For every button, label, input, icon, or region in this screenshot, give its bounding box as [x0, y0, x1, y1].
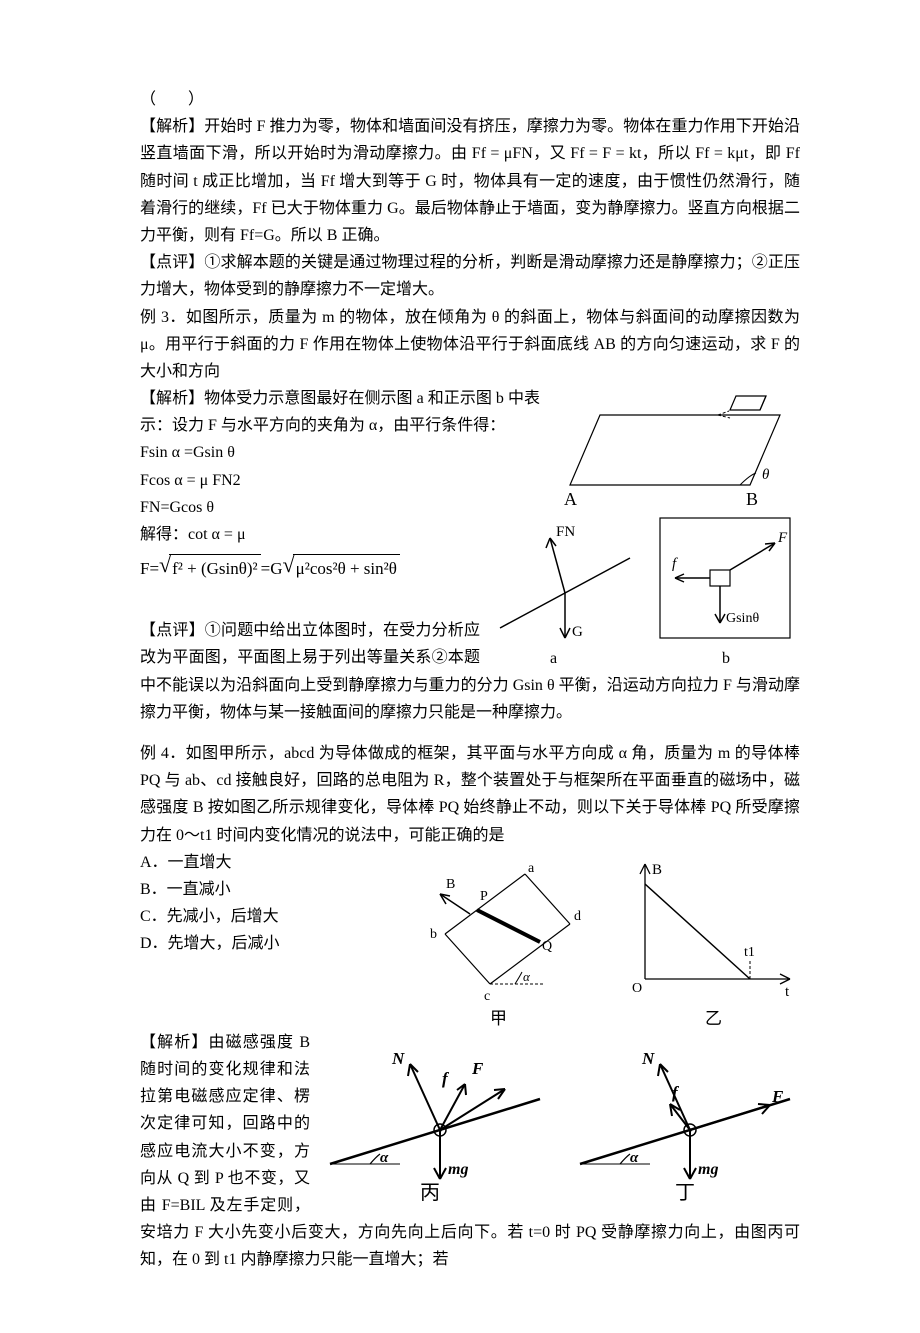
svg-text:f: f [442, 1069, 450, 1088]
svg-text:α: α [630, 1150, 639, 1166]
svg-text:f: f [672, 1083, 680, 1102]
incline-svg: θ A B [550, 385, 800, 515]
svg-text:N: N [641, 1049, 655, 1068]
svg-text:N: N [391, 1049, 405, 1068]
ex4-bing-ding: α N f F mg 丙 α [320, 1034, 800, 1204]
svg-text:A: A [564, 489, 577, 509]
svg-text:F: F [771, 1087, 784, 1106]
ex4-jia-yi: P Q a b c d B α 甲 B t O [400, 849, 800, 1029]
svg-text:f: f [672, 556, 678, 572]
svg-text:B: B [446, 877, 455, 892]
svg-text:α: α [523, 969, 531, 984]
svg-text:b: b [722, 650, 730, 667]
ex3-analysis: 【解析】物体受力示意图最好在侧示图 a 和正示图 b 中表示：设力 F 与水平方… [140, 385, 560, 439]
svg-text:丙: 丙 [420, 1182, 440, 1204]
svg-text:甲: 甲 [490, 1009, 507, 1028]
ex3-fbd-diagrams: FN G a f F Gsinθ b [490, 508, 800, 668]
svg-text:a: a [550, 650, 557, 667]
svg-text:t: t [785, 984, 790, 1000]
svg-text:α: α [380, 1150, 389, 1166]
ex3-incline-diagram: θ A B [550, 385, 800, 515]
svg-text:F: F [777, 530, 788, 546]
svg-text:Gsinθ: Gsinθ [726, 611, 759, 626]
svg-text:Q: Q [542, 939, 552, 954]
comment-text: 【点评】①求解本题的关键是通过物理过程的分析，判断是滑动摩擦力还是静摩擦力；②正… [140, 249, 800, 303]
svg-text:c: c [484, 989, 490, 1004]
ex3-formula-F: F= √f² + (Gsinθ)² =G √μ²cos²θ + sin²θ [140, 554, 480, 584]
svg-text:FN: FN [556, 524, 575, 540]
svg-text:O: O [632, 981, 642, 996]
svg-text:θ: θ [762, 467, 770, 483]
bing-ding-svg: α N f F mg 丙 α [320, 1034, 800, 1204]
fbd-svg: FN G a f F Gsinθ b [490, 508, 800, 668]
svg-text:b: b [430, 927, 437, 942]
svg-text:F: F [471, 1059, 484, 1078]
svg-text:mg: mg [448, 1161, 468, 1178]
svg-text:a: a [528, 861, 535, 876]
svg-text:G: G [572, 624, 583, 640]
svg-text:t1: t1 [744, 945, 755, 960]
ex4-head: 例 4．如图甲所示，abcd 为导体做成的框架，其平面与水平方向成 α 角，质量… [140, 740, 800, 849]
jia-yi-svg: P Q a b c d B α 甲 B t O [400, 849, 800, 1029]
svg-text:mg: mg [698, 1161, 718, 1178]
bracket-line: （ ） [140, 86, 800, 113]
ex3-head: 例 3．如图所示，质量为 m 的物体，放在倾角为 θ 的斜面上，物体与斜面间的动… [140, 304, 800, 386]
svg-text:P: P [480, 889, 488, 904]
svg-text:B: B [746, 489, 758, 509]
svg-text:B: B [652, 862, 662, 878]
svg-text:d: d [574, 909, 581, 924]
svg-text:丁: 丁 [675, 1182, 695, 1204]
analysis-text: 【解析】开始时 F 推力为零，物体和墙面间没有挤压，摩擦力为零。物体在重力作用下… [140, 113, 800, 249]
svg-text:乙: 乙 [705, 1009, 722, 1028]
